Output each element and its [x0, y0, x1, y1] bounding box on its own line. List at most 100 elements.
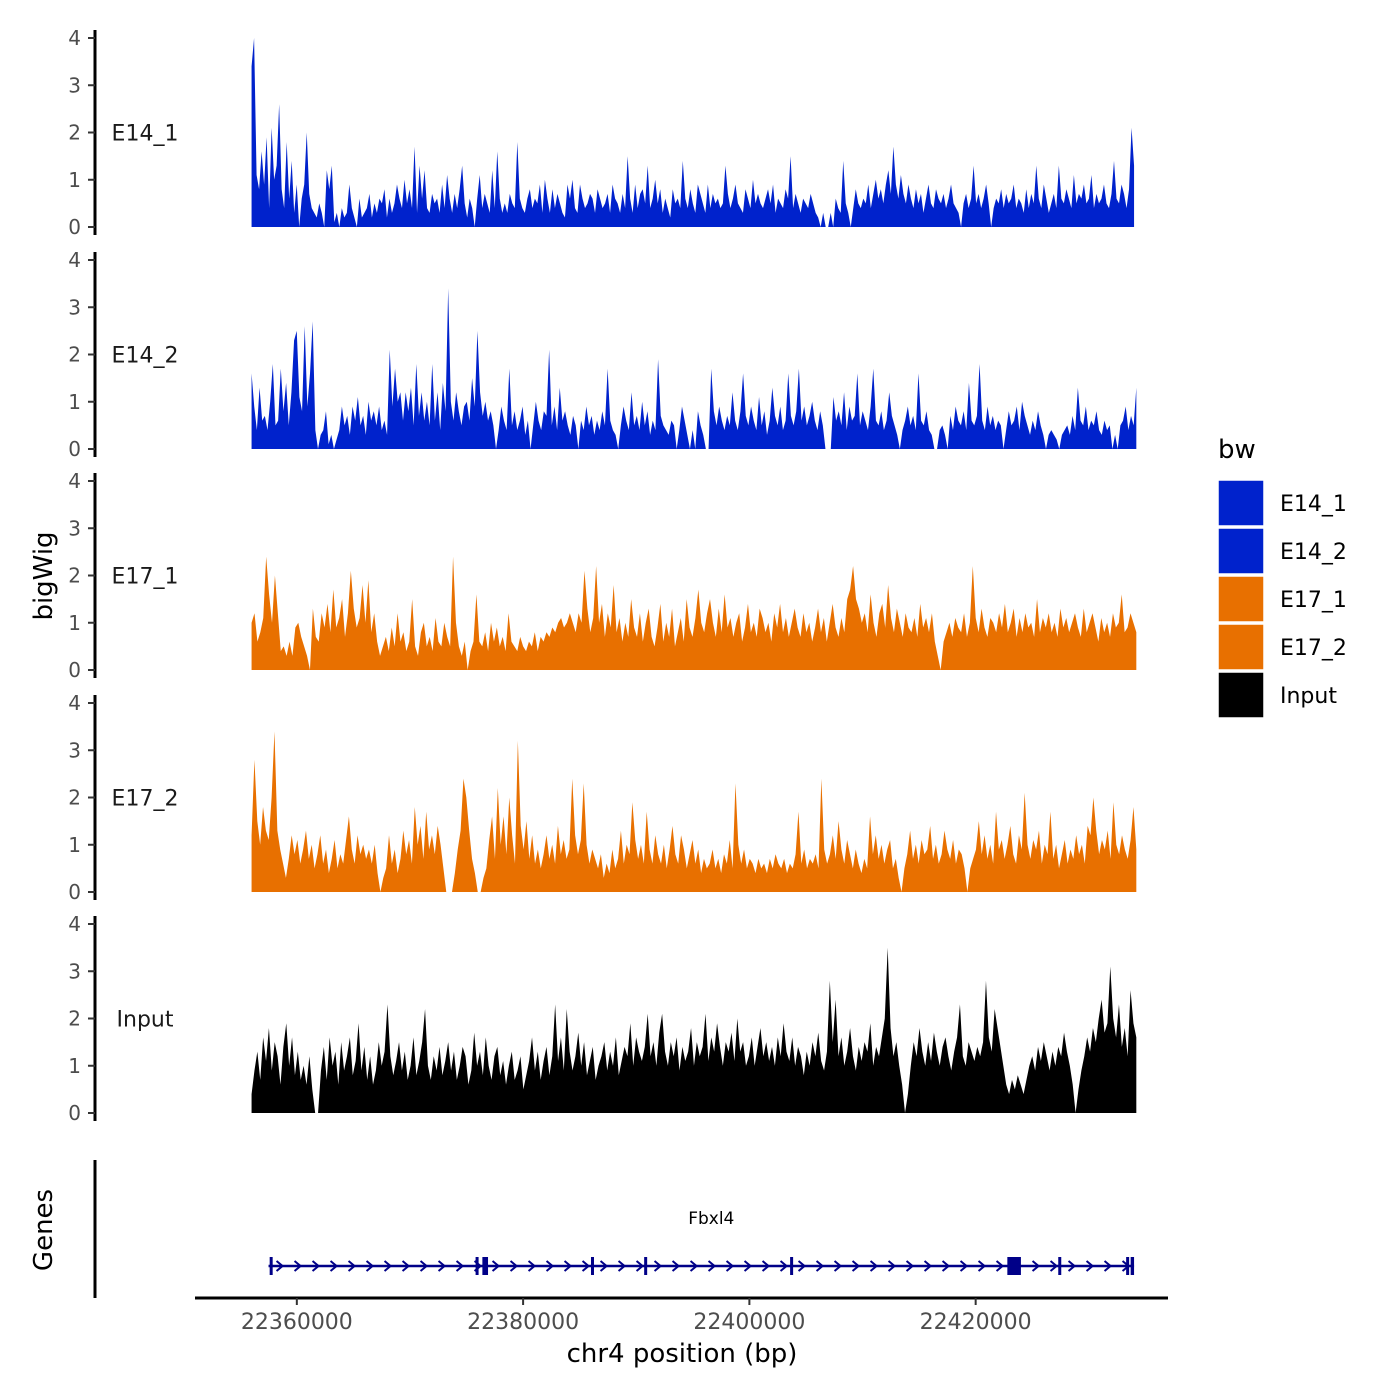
gene-exon [1130, 1257, 1135, 1275]
y-tick-label: 1 [68, 390, 81, 414]
track-E17_1: 0 1 2 3 4 E17_1 [68, 469, 1137, 682]
strand-arrow [599, 1260, 609, 1272]
legend-entry-E17_2: E17_2 [1217, 623, 1347, 671]
legend-label: E17_1 [1280, 588, 1347, 613]
strand-arrow [959, 1260, 969, 1272]
track-Input: 0 1 2 3 4 Input [68, 912, 1137, 1125]
strand-arrow [995, 1260, 1005, 1272]
y-tick-label: 0 [68, 437, 81, 461]
track-label-E14_1: E14_1 [112, 122, 179, 147]
strand-arrow [671, 1260, 681, 1272]
x-tick-label: 22380000 [467, 1310, 579, 1335]
coverage-area-Input [251, 947, 1137, 1113]
legend-label: E14_2 [1280, 540, 1347, 565]
strand-arrow [329, 1260, 339, 1272]
strand-arrow [743, 1260, 753, 1272]
legend-entries: E14_1 E14_2 E17_1 E17_2 Input [1217, 479, 1347, 719]
strand-arrow [275, 1260, 285, 1272]
coverage-area-E14_2 [251, 288, 1137, 449]
gene-exon [1058, 1257, 1062, 1275]
gene-name-label: Fbxl4 [688, 1209, 734, 1229]
strand-arrow [851, 1260, 861, 1272]
track-label-E17_1: E17_1 [112, 565, 179, 590]
legend-swatch [1217, 623, 1265, 671]
strand-arrow [941, 1260, 951, 1272]
strand-arrow [491, 1260, 501, 1272]
y-tick-label: 2 [68, 343, 81, 367]
strand-arrow [545, 1260, 555, 1272]
y-tick-label: 0 [68, 880, 81, 904]
strand-arrow [563, 1260, 573, 1272]
legend-label: Input [1280, 684, 1337, 709]
track-E17_2: 0 1 2 3 4 E17_2 [68, 691, 1137, 904]
y-tick-label: 4 [68, 912, 81, 936]
strand-arrow [815, 1260, 825, 1272]
coverage-area-E14_1 [251, 38, 1135, 227]
bigwig-tracks: 0 1 2 3 4 E14_1 0 1 2 3 4 E14_2 0 1 2 3 4 E17_1 0 1 2 3 4 E17_2… [68, 26, 1137, 1125]
legend: bw E14_1 E14_2 E17_1 E17_2 Input [1217, 435, 1347, 719]
strand-arrow [1103, 1260, 1113, 1272]
y-tick-label: 2 [68, 1007, 81, 1031]
y-tick-label: 3 [68, 516, 81, 540]
legend-swatch [1217, 575, 1265, 623]
y-tick-label: 4 [68, 248, 81, 272]
strand-arrow [311, 1260, 321, 1272]
gene-exon [790, 1257, 794, 1275]
strand-arrow [779, 1260, 789, 1272]
strand-arrow [725, 1260, 735, 1272]
track-E14_2: 0 1 2 3 4 E14_2 [68, 248, 1137, 461]
strand-arrow [797, 1260, 807, 1272]
strand-arrow [383, 1260, 393, 1272]
y-axis-title: bigWig [29, 531, 59, 620]
coverage-area-E17_1 [251, 556, 1137, 670]
legend-swatch [1217, 671, 1265, 719]
gene-exon [482, 1257, 489, 1275]
strand-arrow [1031, 1260, 1041, 1272]
strand-arrow [887, 1260, 897, 1272]
x-axis-title: chr4 position (bp) [567, 1339, 798, 1369]
strand-arrow [923, 1260, 933, 1272]
gene-exon [269, 1257, 273, 1275]
legend-entry-Input: Input [1217, 671, 1337, 719]
y-tick-label: 3 [68, 295, 81, 319]
strand-arrow [1085, 1260, 1095, 1272]
strand-arrow [977, 1260, 987, 1272]
legend-entry-E17_1: E17_1 [1217, 575, 1347, 623]
strand-arrow [455, 1260, 465, 1272]
strand-arrow [293, 1260, 303, 1272]
gene-exon [1007, 1257, 1021, 1275]
y-tick-label: 1 [68, 1054, 81, 1078]
strand-arrow [833, 1260, 843, 1272]
strand-arrow [581, 1260, 591, 1272]
y-tick-label: 3 [68, 738, 81, 762]
x-axis: 22360000 22380000 22400000 22420000 [195, 1296, 1168, 1335]
y-tick-label: 1 [68, 611, 81, 635]
strand-arrow [419, 1260, 429, 1272]
strand-arrow [761, 1260, 771, 1272]
gene-exon [1126, 1257, 1130, 1275]
strand-arrow [869, 1260, 879, 1272]
y-tick-label: 2 [68, 121, 81, 145]
strand-arrow [1067, 1260, 1077, 1272]
y-tick-label: 2 [68, 564, 81, 588]
genes-panel-title: Genes [29, 1189, 59, 1271]
x-tick-label: 22400000 [693, 1310, 805, 1335]
y-tick-label: 4 [68, 469, 81, 493]
track-E14_1: 0 1 2 3 4 E14_1 [68, 26, 1135, 239]
y-tick-label: 1 [68, 833, 81, 857]
x-tick-label: 22360000 [241, 1310, 353, 1335]
legend-label: E14_1 [1280, 492, 1347, 517]
y-tick-label: 4 [68, 26, 81, 50]
y-tick-label: 0 [68, 1101, 81, 1125]
strand-arrow [617, 1260, 627, 1272]
legend-title: bw [1218, 435, 1256, 465]
y-tick-label: 3 [68, 73, 81, 97]
strand-arrow [365, 1260, 375, 1272]
strand-arrow [1049, 1260, 1059, 1272]
x-tick-label: 22420000 [920, 1310, 1032, 1335]
strand-arrow [905, 1260, 915, 1272]
track-label-Input: Input [117, 1008, 174, 1033]
genes-panel: Fbxl4 [93, 1160, 1135, 1298]
strand-arrow [653, 1260, 663, 1272]
